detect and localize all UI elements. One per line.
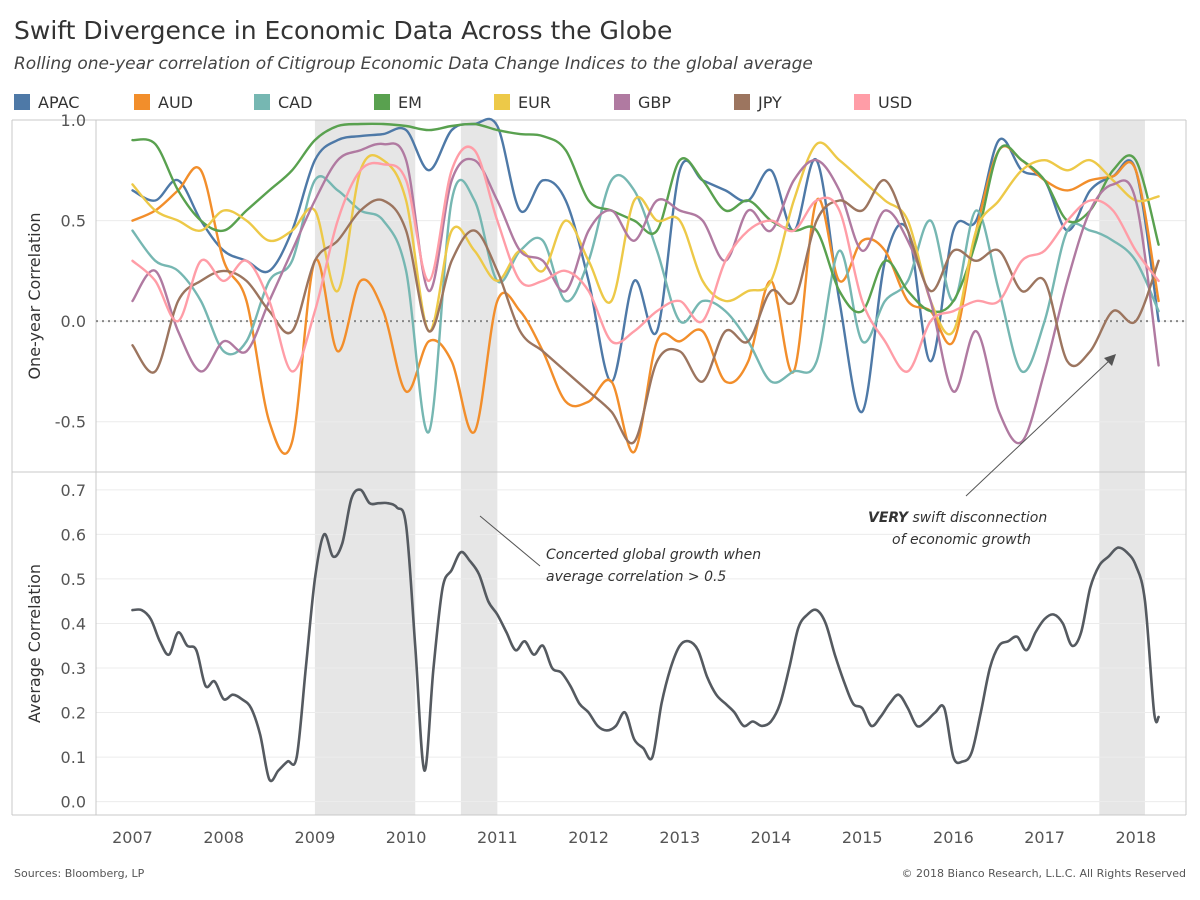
bottom-y-tick-label: 0.1 xyxy=(61,748,86,767)
swift-annotation-line1: VERY swift disconnection xyxy=(868,510,1047,526)
legend-label: JPY xyxy=(758,92,782,112)
bottom-y-tick-label: 0.0 xyxy=(61,793,86,812)
shaded-period-1 xyxy=(314,120,416,815)
legend-label: EM xyxy=(398,92,422,112)
legend-label: EUR xyxy=(518,92,551,112)
bottom-y-tick-label: 0.6 xyxy=(61,525,86,544)
concerted-annotation-line1: Concerted global growth when xyxy=(546,547,761,563)
series-line-usd xyxy=(131,145,1160,373)
average-correlation-line xyxy=(131,488,1160,783)
top-y-tick-label: 0.0 xyxy=(61,312,86,331)
legend-label: USD xyxy=(878,92,913,112)
x-tick-label: 2010 xyxy=(386,828,427,847)
concerted-annotation-leader xyxy=(479,515,541,567)
concerted-annotation-line2: average correlation > 0.5 xyxy=(546,569,726,585)
legend-swatch xyxy=(614,94,630,110)
x-tick-label: 2016 xyxy=(933,828,974,847)
legend-label: AUD xyxy=(158,92,193,112)
swift-annotation-arrowhead xyxy=(1104,354,1116,366)
copyright-note: © 2018 Bianco Research, L.L.C. All Right… xyxy=(901,867,1186,880)
x-tick-label: 2009 xyxy=(295,828,336,847)
top-y-tick-label: 0.5 xyxy=(61,212,86,231)
legend-swatch xyxy=(254,94,270,110)
legend-item-jpy: JPY xyxy=(734,90,782,114)
swift-annotation-leader xyxy=(965,359,1111,497)
legend-swatch xyxy=(374,94,390,110)
legend-item-apac: APAC xyxy=(14,90,79,114)
legend-swatch xyxy=(734,94,750,110)
legend-swatch xyxy=(854,94,870,110)
bottom-y-tick-label: 0.7 xyxy=(61,481,86,500)
swift-annotation-line2: of economic growth xyxy=(892,532,1031,548)
legend-label: APAC xyxy=(38,92,80,112)
x-tick-label: 2014 xyxy=(751,828,792,847)
shaded-period-2 xyxy=(460,120,498,815)
bottom-y-axis-title: Average Correlation xyxy=(25,564,44,723)
series-line-eur xyxy=(131,141,1160,336)
legend-item-cad: CAD xyxy=(254,90,312,114)
x-tick-label: 2011 xyxy=(477,828,518,847)
x-tick-label: 2008 xyxy=(203,828,244,847)
series-line-gbp xyxy=(131,142,1160,445)
bottom-y-tick-label: 0.3 xyxy=(61,659,86,678)
x-tick-label: 2015 xyxy=(842,828,883,847)
x-tick-label: 2018 xyxy=(1115,828,1156,847)
x-tick-label: 2017 xyxy=(1024,828,1065,847)
series-line-jpy xyxy=(131,179,1160,445)
legend-item-aud: AUD xyxy=(134,90,193,114)
legend-item-eur: EUR xyxy=(494,90,551,114)
chart-title: Swift Divergence in Economic Data Across… xyxy=(14,16,673,45)
chart-subtitle: Rolling one-year correlation of Citigrou… xyxy=(14,54,813,74)
bottom-y-tick-label: 0.2 xyxy=(61,704,86,723)
x-tick-label: 2012 xyxy=(568,828,609,847)
legend-label: CAD xyxy=(278,92,313,112)
legend-swatch xyxy=(14,94,30,110)
top-y-tick-label: -0.5 xyxy=(55,413,86,432)
bottom-y-tick-label: 0.5 xyxy=(61,570,86,589)
x-tick-label: 2013 xyxy=(659,828,700,847)
source-note: Sources: Bloomberg, LP xyxy=(14,867,145,880)
series-line-cad xyxy=(131,174,1160,434)
x-tick-label: 2007 xyxy=(112,828,153,847)
top-y-axis-title: One-year Correlation xyxy=(25,212,44,379)
legend-label: GBP xyxy=(638,92,672,112)
series-line-em xyxy=(131,122,1160,314)
legend-swatch xyxy=(134,94,150,110)
legend-item-gbp: GBP xyxy=(614,90,671,114)
legend-item-usd: USD xyxy=(854,90,912,114)
top-y-tick-label: 1.0 xyxy=(61,111,86,130)
legend-item-em: EM xyxy=(374,90,422,114)
bottom-y-tick-label: 0.4 xyxy=(61,614,86,633)
legend-swatch xyxy=(494,94,510,110)
